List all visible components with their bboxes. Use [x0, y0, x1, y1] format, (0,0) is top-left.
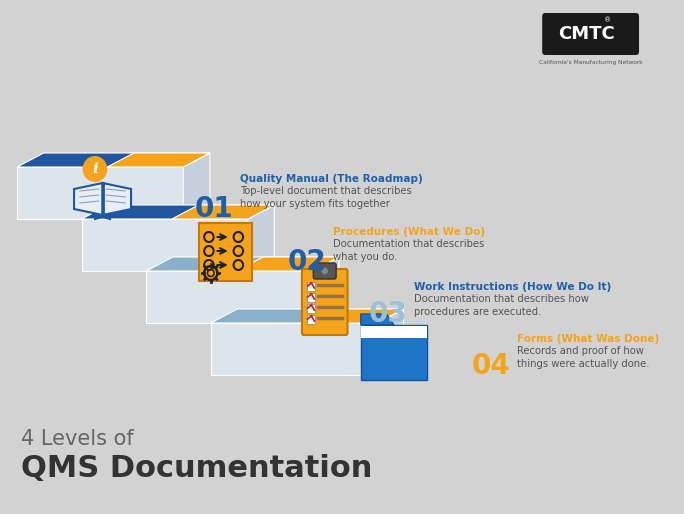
Polygon shape [377, 309, 404, 375]
FancyBboxPatch shape [302, 269, 347, 335]
Polygon shape [81, 205, 274, 219]
Polygon shape [211, 309, 404, 323]
Polygon shape [74, 183, 103, 215]
Polygon shape [103, 183, 131, 215]
Polygon shape [361, 314, 394, 325]
Text: 01: 01 [195, 195, 233, 223]
Polygon shape [146, 257, 339, 271]
Text: Procedures (What We Do): Procedures (What We Do) [333, 227, 486, 237]
Text: 03: 03 [369, 300, 407, 328]
Text: Work Instructions (How We Do It): Work Instructions (How We Do It) [414, 282, 611, 292]
Text: 04: 04 [472, 352, 511, 380]
Polygon shape [17, 153, 210, 167]
Text: Forms (What Was Done): Forms (What Was Done) [518, 334, 660, 344]
Text: California's Manufacturing Network: California's Manufacturing Network [539, 60, 642, 65]
FancyBboxPatch shape [306, 304, 315, 313]
Polygon shape [81, 219, 248, 271]
FancyBboxPatch shape [306, 293, 315, 302]
Polygon shape [313, 257, 339, 323]
Polygon shape [248, 205, 274, 271]
Text: Records and proof of how
things were actually done.: Records and proof of how things were act… [518, 346, 650, 369]
FancyBboxPatch shape [361, 326, 428, 338]
Polygon shape [183, 153, 210, 219]
Polygon shape [237, 257, 339, 271]
Polygon shape [17, 167, 183, 219]
Polygon shape [172, 205, 274, 219]
Text: i: i [92, 162, 98, 176]
FancyBboxPatch shape [306, 282, 315, 291]
FancyBboxPatch shape [306, 315, 315, 324]
Text: 4 Levels of: 4 Levels of [21, 429, 133, 449]
FancyBboxPatch shape [313, 263, 336, 279]
Text: QMS Documentation: QMS Documentation [21, 454, 372, 483]
Circle shape [321, 267, 328, 275]
Text: ®: ® [604, 17, 611, 23]
Polygon shape [301, 309, 404, 323]
Text: CMTC: CMTC [558, 25, 615, 43]
Text: Quality Manual (The Roadmap): Quality Manual (The Roadmap) [240, 174, 423, 184]
FancyBboxPatch shape [361, 325, 428, 380]
Text: 02: 02 [288, 248, 326, 276]
Polygon shape [146, 271, 313, 323]
Text: Top-level document that describes
how your system fits together: Top-level document that describes how yo… [240, 186, 412, 209]
Polygon shape [211, 323, 377, 375]
FancyBboxPatch shape [200, 223, 252, 281]
Circle shape [83, 156, 107, 182]
Polygon shape [107, 153, 210, 167]
Text: Documentation that describes
what you do.: Documentation that describes what you do… [333, 239, 484, 262]
FancyBboxPatch shape [542, 13, 639, 55]
Text: Documentation that describes how
procedures are executed.: Documentation that describes how procedu… [414, 294, 589, 317]
